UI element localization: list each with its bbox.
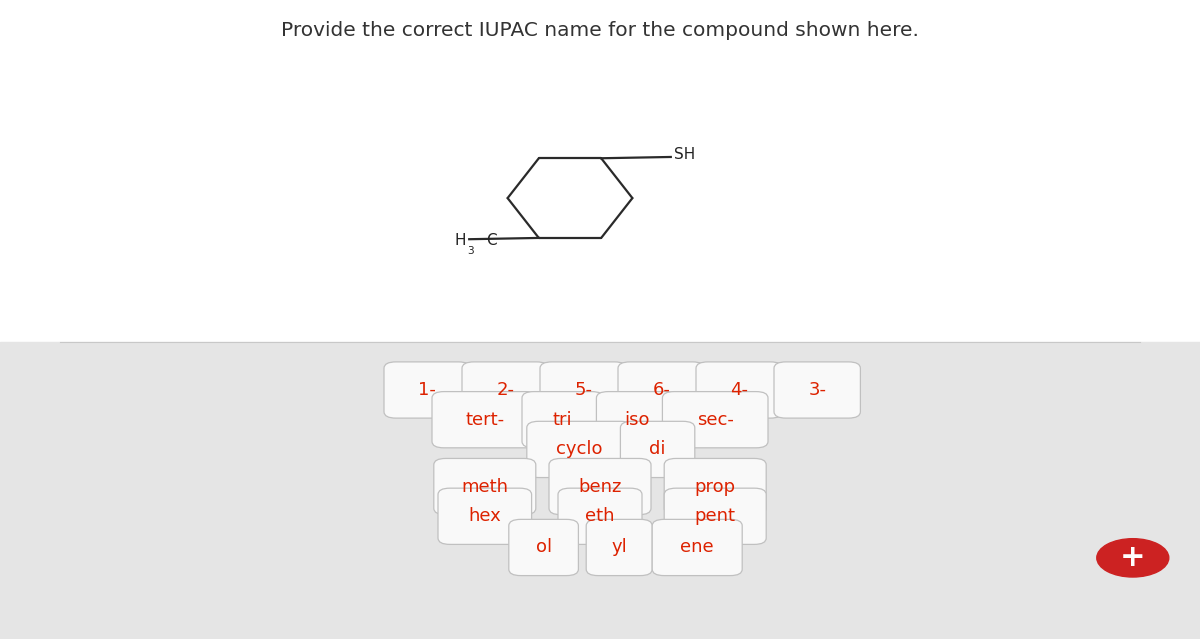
Text: 5-: 5- [574,381,593,399]
Text: +: + [1120,543,1146,573]
FancyBboxPatch shape [665,458,766,514]
Text: tert-: tert- [466,411,504,429]
Text: prop: prop [695,477,736,496]
Text: yl: yl [611,539,628,557]
Text: C: C [486,233,497,248]
Text: sec-: sec- [697,411,733,429]
Text: H: H [454,233,466,248]
Text: 4-: 4- [730,381,749,399]
FancyBboxPatch shape [550,458,650,514]
FancyBboxPatch shape [540,362,626,418]
FancyBboxPatch shape [522,392,604,448]
Circle shape [1097,539,1169,577]
Text: pent: pent [695,507,736,525]
FancyBboxPatch shape [509,520,578,576]
Text: meth: meth [461,477,509,496]
Text: ene: ene [680,539,714,557]
FancyBboxPatch shape [774,362,860,418]
Text: di: di [649,440,666,458]
Bar [0,342,1200,639]
FancyBboxPatch shape [558,488,642,544]
FancyBboxPatch shape [438,488,532,544]
Bar [0,0,1200,342]
Text: ol: ol [535,539,552,557]
Text: benz: benz [578,477,622,496]
FancyBboxPatch shape [618,362,704,418]
FancyBboxPatch shape [620,421,695,477]
FancyBboxPatch shape [384,362,470,418]
Text: Provide the correct IUPAC name for the compound shown here.: Provide the correct IUPAC name for the c… [281,21,919,40]
FancyBboxPatch shape [662,392,768,448]
Text: iso: iso [624,411,650,429]
Text: 6-: 6- [653,381,670,399]
FancyBboxPatch shape [653,520,742,576]
FancyBboxPatch shape [462,362,548,418]
Text: 3-: 3- [809,381,827,399]
Text: hex: hex [468,507,502,525]
Text: 2-: 2- [497,381,515,399]
FancyBboxPatch shape [596,392,678,448]
FancyBboxPatch shape [527,421,632,477]
Text: eth: eth [586,507,614,525]
FancyBboxPatch shape [432,392,538,448]
Text: tri: tri [553,411,572,429]
FancyBboxPatch shape [696,362,782,418]
Text: 3: 3 [467,246,474,256]
Text: cyclo: cyclo [557,440,602,458]
Text: SH: SH [674,147,696,162]
FancyBboxPatch shape [586,520,653,576]
Text: 1-: 1- [419,381,436,399]
FancyBboxPatch shape [665,488,766,544]
FancyBboxPatch shape [434,458,536,514]
